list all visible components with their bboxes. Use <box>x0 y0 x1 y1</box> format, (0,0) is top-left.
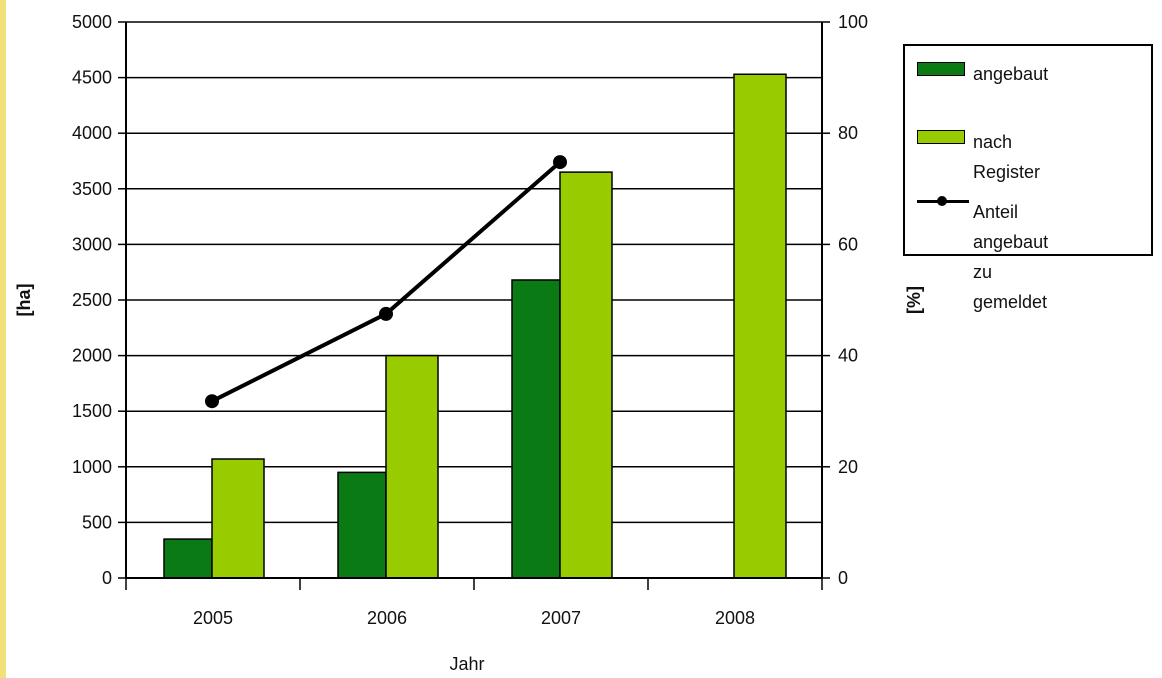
y-tick-label-left: 500 <box>82 512 112 532</box>
x-tick-label: 2006 <box>367 608 407 628</box>
legend-label-anteil: Anteil angebaut zu gemeldet <box>973 202 1049 312</box>
bar-nach-register-2008 <box>733 73 787 579</box>
y-tick-label-left: 2500 <box>72 290 112 310</box>
bar-nach-register-2005 <box>211 458 265 579</box>
line-point-anteil <box>553 155 567 170</box>
y-tick-label-right: 0 <box>838 568 848 588</box>
y-tick-label-right: 20 <box>838 457 858 477</box>
x-tick-label: 2007 <box>541 608 581 628</box>
line-series <box>205 155 567 409</box>
y-tick-label-left: 4500 <box>72 68 112 88</box>
line-point-anteil <box>205 394 219 409</box>
y-tick-label-right: 100 <box>838 12 868 32</box>
legend-swatch-angebaut <box>917 62 965 76</box>
y-tick-label-left: 0 <box>102 568 112 588</box>
legend-marker-anteil <box>937 196 947 206</box>
bars <box>163 73 787 579</box>
left-edge-strip <box>0 0 6 678</box>
x-tick-label: 2005 <box>193 608 233 628</box>
bar-nach-register-2007 <box>559 171 613 579</box>
bar-angebaut-2007 <box>511 279 561 579</box>
y-tick-label-left: 5000 <box>72 12 112 32</box>
x-axis-title: Jahr <box>449 654 484 674</box>
y-tick-label-left: 1000 <box>72 457 112 477</box>
bar-angebaut-2005 <box>163 538 213 579</box>
y-tick-label-left: 2000 <box>72 346 112 366</box>
y-axis-title-right: [%] <box>904 286 924 314</box>
bar-angebaut-2006 <box>337 471 387 579</box>
legend-label-angebaut: angebaut <box>973 64 1049 84</box>
legend-swatch-nach-register <box>917 130 965 144</box>
gridlines <box>126 21 822 524</box>
x-tick-label: 2008 <box>715 608 755 628</box>
tick-labels: 0500100015002000250030003500400045005000… <box>72 12 868 628</box>
y-tick-label-left: 3000 <box>72 234 112 254</box>
y-tick-label-left: 3500 <box>72 179 112 199</box>
y-axis-title-left: [ha] <box>14 284 34 317</box>
legend-label-nach-register: nach Register <box>973 132 1041 182</box>
y-tick-label-right: 80 <box>838 123 858 143</box>
axes <box>118 21 830 590</box>
y-tick-label-left: 1500 <box>72 401 112 421</box>
y-tick-label-right: 60 <box>838 234 858 254</box>
y-tick-label-right: 40 <box>838 346 858 366</box>
legend: angebaut nach Register Anteil angebaut z… <box>903 44 1153 312</box>
line-point-anteil <box>379 306 393 321</box>
y-tick-label-left: 4000 <box>72 123 112 143</box>
bar-nach-register-2006 <box>385 354 439 579</box>
